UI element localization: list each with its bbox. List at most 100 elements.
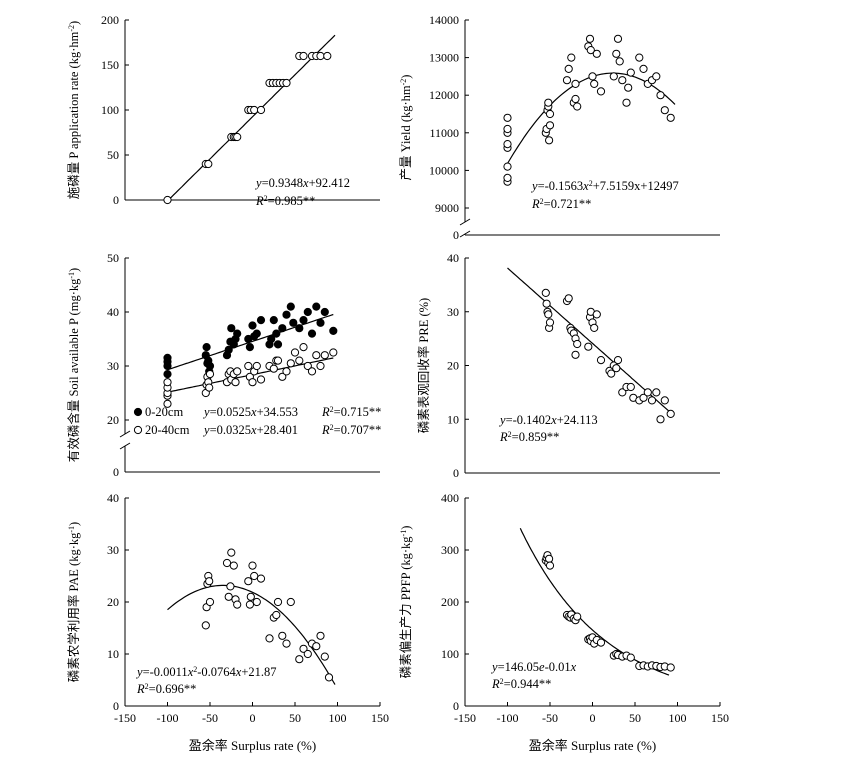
data-point bbox=[545, 318, 555, 327]
data-point bbox=[273, 356, 283, 365]
data-point bbox=[244, 577, 253, 586]
data-point bbox=[252, 361, 261, 371]
data-point bbox=[573, 612, 582, 621]
data-point bbox=[503, 113, 512, 122]
data-point bbox=[666, 663, 675, 672]
data-point bbox=[299, 51, 308, 61]
y-axis-label: 产量 Yield (kg·hm-2) bbox=[399, 75, 414, 181]
data-point bbox=[596, 87, 606, 96]
y-tick-label: 20 bbox=[107, 413, 119, 427]
data-point bbox=[596, 638, 606, 647]
data-point bbox=[289, 318, 298, 327]
data-point bbox=[248, 321, 257, 330]
x-tick-label: 0 bbox=[590, 711, 596, 725]
r-squared-label: R2=0.859** bbox=[499, 430, 559, 445]
panel-p1: 0 50 100 150 200 施磷量 P application rate (kg·h… bbox=[66, 13, 380, 208]
data-point bbox=[163, 399, 172, 408]
data-point bbox=[607, 369, 616, 378]
data-point bbox=[229, 561, 238, 570]
legend-marker bbox=[133, 407, 143, 417]
data-point bbox=[564, 294, 573, 303]
legend-label: 0-20cm bbox=[145, 405, 183, 419]
data-point bbox=[273, 340, 283, 349]
y-tick-label: 13000 bbox=[429, 51, 459, 65]
x-tick-label: 150 bbox=[371, 711, 389, 725]
y-tick-label: 9000 bbox=[435, 201, 459, 215]
data-point bbox=[652, 388, 661, 397]
data-point bbox=[295, 356, 304, 365]
data-point bbox=[573, 102, 582, 111]
r-squared-label: R2=0.985** bbox=[255, 194, 315, 209]
data-point bbox=[227, 324, 236, 333]
data-point bbox=[643, 388, 652, 397]
data-point bbox=[329, 348, 338, 357]
data-point bbox=[588, 72, 597, 81]
y-tick-label: 12000 bbox=[429, 88, 459, 102]
data-point bbox=[639, 64, 648, 74]
y-tick-label: 100 bbox=[441, 647, 459, 661]
y-tick-label: 50 bbox=[107, 148, 119, 162]
data-point bbox=[224, 592, 233, 601]
y-axis-label: 磷素偏生产力 PPFP (kg·kg-1) bbox=[398, 526, 413, 679]
data-point bbox=[312, 302, 321, 311]
data-point bbox=[227, 548, 236, 557]
x-tick-label: 0 bbox=[250, 711, 256, 725]
data-point bbox=[562, 76, 572, 85]
y-tick-label: 20 bbox=[107, 595, 119, 609]
y-tick-label: 30 bbox=[107, 543, 119, 557]
data-point bbox=[316, 51, 325, 61]
data-point bbox=[205, 383, 214, 392]
data-point bbox=[202, 343, 211, 352]
data-point bbox=[233, 329, 242, 338]
y-tick-label: 100 bbox=[101, 103, 119, 117]
data-point bbox=[316, 361, 325, 371]
axis-break-mark bbox=[119, 442, 131, 450]
data-point bbox=[544, 98, 553, 107]
panel-p2: 9000 10000 11000 12000 13000 14000 0 产量 Yield (… bbox=[399, 13, 720, 242]
data-point bbox=[666, 113, 675, 122]
y-tick-label: 10000 bbox=[429, 163, 459, 177]
regression-equation: y=-0.1402x+24.113 bbox=[498, 413, 598, 427]
y-axis-label: 施磷量 P application rate (kg·hm-2) bbox=[66, 21, 81, 199]
data-point bbox=[609, 72, 618, 81]
data-point bbox=[613, 34, 623, 43]
data-point bbox=[278, 631, 287, 640]
data-point bbox=[282, 310, 291, 319]
data-point bbox=[265, 634, 274, 643]
x-tick-label: -100 bbox=[157, 711, 179, 725]
y-tick-label: 30 bbox=[107, 359, 119, 373]
panel-p4: 0 10 20 30 40 磷素表观回收率 PRE (%) y=-0.1402x+24.11… bbox=[416, 251, 720, 480]
data-point bbox=[545, 109, 555, 119]
data-point bbox=[590, 79, 599, 89]
data-point bbox=[316, 631, 325, 640]
y-axis-label: 磷素农学利用率 PAE (kg·kg-1) bbox=[66, 522, 81, 682]
data-point bbox=[282, 367, 291, 376]
data-point bbox=[282, 78, 291, 88]
x-tick-label: -50 bbox=[202, 711, 218, 725]
data-point bbox=[571, 350, 580, 359]
data-point bbox=[320, 652, 329, 661]
data-point bbox=[618, 388, 627, 397]
regression-equation: y=0.9348x+92.412 bbox=[254, 176, 350, 190]
data-point bbox=[303, 361, 312, 371]
data-point bbox=[586, 46, 595, 55]
panel-p5: 0 10 20 30 40 -150 -100 -50 0 50 100 150 磷素农学利用率 PAE… bbox=[66, 491, 389, 753]
y-tick-label: 40 bbox=[107, 491, 119, 505]
data-point bbox=[286, 359, 295, 368]
data-point bbox=[312, 642, 321, 651]
data-point bbox=[626, 653, 635, 662]
data-point bbox=[163, 353, 172, 362]
data-point bbox=[542, 299, 551, 308]
data-point bbox=[256, 574, 266, 583]
data-point bbox=[590, 323, 599, 332]
data-point bbox=[503, 162, 512, 171]
data-point bbox=[307, 367, 317, 376]
data-point bbox=[624, 83, 633, 92]
panel-p3: 20 30 40 50 0 有效磷含量 Soil available P (mg·kg-1… bbox=[66, 251, 381, 479]
data-point bbox=[286, 597, 295, 607]
data-point bbox=[592, 310, 601, 319]
legend-marker bbox=[133, 425, 143, 435]
x-tick-label: -100 bbox=[497, 711, 519, 725]
data-point bbox=[205, 597, 215, 607]
